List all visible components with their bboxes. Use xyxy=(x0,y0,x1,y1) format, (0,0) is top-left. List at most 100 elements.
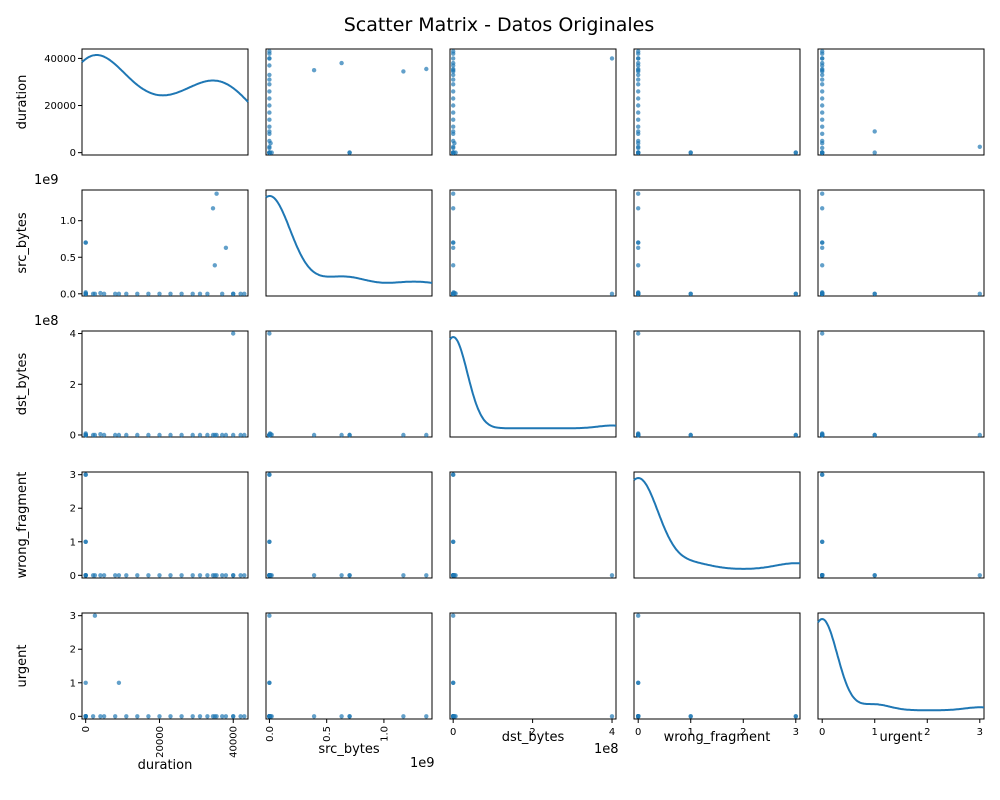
scatter-point xyxy=(977,573,982,578)
scatter-point xyxy=(135,432,140,438)
scatter-point xyxy=(636,263,641,268)
scatter-point xyxy=(231,432,236,438)
scatter-point xyxy=(242,291,247,296)
y-tick-label: 2 xyxy=(70,380,76,391)
scatter-point xyxy=(609,56,615,61)
scatter-point xyxy=(205,714,210,719)
scatter-point xyxy=(124,573,129,578)
scatter-point xyxy=(210,432,216,438)
scatter-point xyxy=(688,150,693,155)
panel-frame xyxy=(265,189,433,297)
scatter-point xyxy=(116,432,122,438)
panel-src_bytes-vs-wrong_fragment xyxy=(633,189,801,297)
scatter-point xyxy=(636,291,641,296)
scatter-point xyxy=(267,539,272,544)
scatter-point xyxy=(636,124,641,129)
scatter-point xyxy=(793,150,798,155)
scatter-point xyxy=(238,714,243,719)
y-axis-label-src_bytes: src_bytes xyxy=(15,212,30,274)
scatter-point xyxy=(339,60,344,66)
scatter-point xyxy=(157,432,162,438)
panel-frame xyxy=(817,189,985,297)
scatter-point xyxy=(636,613,641,618)
panel-frame xyxy=(817,471,985,579)
panel-frame xyxy=(633,612,801,720)
y-axis-label-wrong_fragment: wrong_fragment xyxy=(15,472,30,579)
x-offset-label-src_bytes: 1e9 xyxy=(410,756,435,771)
panel-urgent-vs-urgent xyxy=(817,612,985,720)
scatter-point xyxy=(636,206,641,211)
scatter-point xyxy=(135,291,140,296)
scatter-point xyxy=(157,291,162,296)
scatter-point xyxy=(83,432,88,438)
scatter-point xyxy=(347,432,352,438)
panel-frame xyxy=(817,48,985,156)
kde-line-wrong_fragment xyxy=(633,476,800,570)
scatter-point xyxy=(113,291,118,296)
scatter-point xyxy=(83,714,88,719)
scatter-point xyxy=(124,291,129,296)
x-axis-label-src_bytes: src_bytes xyxy=(318,742,380,757)
panel-frame xyxy=(265,48,433,156)
scatter-point xyxy=(347,573,352,578)
scatter-point xyxy=(214,191,219,196)
x-axis-label-dst_bytes: dst_bytes xyxy=(502,730,565,745)
y-axis-label-dst_bytes: dst_bytes xyxy=(15,353,30,416)
scatter-point xyxy=(401,69,406,74)
y-axis-label-urgent: urgent xyxy=(15,645,30,688)
scatter-point xyxy=(101,291,107,296)
scatter-point xyxy=(451,240,456,245)
kde-line-dst_bytes xyxy=(449,335,616,430)
scatter-point xyxy=(168,291,173,296)
scatter-point xyxy=(820,77,825,82)
x-tick-label: 0 xyxy=(635,727,641,738)
scatter-point xyxy=(113,573,118,578)
panel-src_bytes-vs-duration xyxy=(81,189,249,297)
scatter-point xyxy=(135,573,140,578)
scatter-point xyxy=(267,573,272,578)
scatter-point xyxy=(820,131,825,136)
panel-frame xyxy=(449,330,617,438)
scatter-point xyxy=(267,150,272,155)
scatter-point xyxy=(220,291,225,296)
scatter-point xyxy=(424,66,429,72)
panel-duration-vs-wrong_fragment xyxy=(633,48,801,156)
scatter-point xyxy=(347,150,352,155)
scatter-point xyxy=(872,573,877,578)
panel-frame xyxy=(633,471,801,579)
x-tick-label: 0 xyxy=(81,726,92,732)
panel-src_bytes-vs-dst_bytes xyxy=(449,189,617,297)
scatter-point xyxy=(820,110,825,115)
scatter-point xyxy=(451,129,456,134)
panel-frame xyxy=(449,189,617,297)
scatter-point xyxy=(977,432,982,438)
scatter-point xyxy=(401,714,406,719)
scatter-point xyxy=(242,714,247,719)
scatter-point xyxy=(157,714,162,719)
panel-frame xyxy=(633,189,801,297)
scatter-point xyxy=(168,714,173,719)
kde-line-duration xyxy=(81,54,249,103)
scatter-point xyxy=(231,573,236,578)
panel-urgent-vs-src_bytes xyxy=(265,612,433,720)
scatter-point xyxy=(636,96,641,101)
panel-frame xyxy=(817,330,985,438)
scatter-point xyxy=(820,56,825,61)
scatter-point xyxy=(116,291,122,296)
panel-dst_bytes-vs-urgent xyxy=(817,330,985,438)
scatter-point xyxy=(101,573,107,578)
panel-wrong_fragment-vs-wrong_fragment xyxy=(633,471,801,579)
scatter-point xyxy=(220,432,225,438)
panel-dst_bytes-vs-src_bytes xyxy=(265,330,433,438)
scatter-point xyxy=(231,291,236,296)
scatter-point xyxy=(820,573,825,578)
scatter-point xyxy=(267,129,272,134)
scatter-point xyxy=(113,432,118,438)
scatter-point xyxy=(451,56,456,61)
panel-wrong_fragment-vs-urgent xyxy=(817,471,985,579)
scatter-point xyxy=(820,141,825,146)
scatter-point xyxy=(451,144,456,149)
scatter-point xyxy=(267,144,272,149)
scatter-point xyxy=(401,573,406,578)
panel-frame xyxy=(817,612,985,720)
